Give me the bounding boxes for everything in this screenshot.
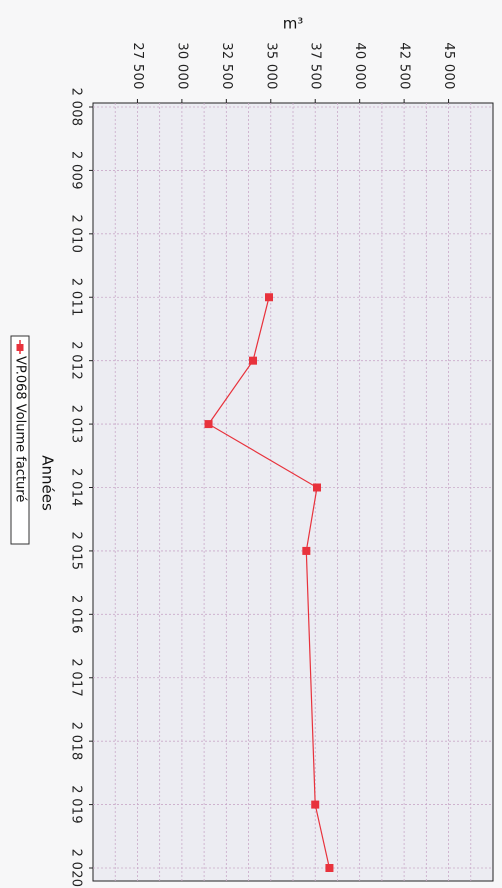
legend-series-name: VP.068 Volume facturé — [13, 356, 28, 502]
legend: VP.068 Volume facturé — [10, 335, 30, 545]
x-tick-label: 2 016 — [69, 595, 84, 634]
x-axis-title: Années — [39, 455, 57, 511]
series-group — [204, 293, 334, 872]
x-tick-label: 2 015 — [69, 532, 84, 571]
data-point — [249, 356, 257, 365]
x-tick-label: 2 012 — [69, 341, 84, 380]
x-tick-label: 2 008 — [69, 88, 84, 127]
data-point — [204, 420, 213, 429]
y-tick-label: 35 000 — [263, 42, 278, 89]
x-tick-label: 2 010 — [69, 214, 84, 253]
grid — [93, 103, 493, 881]
data-point — [302, 546, 311, 555]
legend-box — [10, 335, 30, 545]
x-axis-ticks: 2 008 2 009 2 010 2 011 2 012 2 013 2 014 2 015… — [69, 88, 93, 888]
data-point — [313, 483, 321, 492]
data-point — [265, 293, 273, 302]
x-tick-label: 2 014 — [69, 468, 84, 507]
data-point — [325, 864, 334, 872]
x-tick-label: 2 013 — [69, 405, 84, 444]
y-tick-label: 32 500 — [219, 42, 234, 89]
y-tick-label: 30 000 — [174, 42, 189, 89]
y-axis-ticks: 27 500 30 000 32 500 35 000 37 500 40 000 42 5… — [130, 42, 456, 103]
legend-marker-swatch — [16, 344, 24, 351]
y-axis-title: m³ — [283, 15, 304, 33]
x-tick-label: 2 011 — [69, 278, 84, 317]
y-tick-label: 37 500 — [308, 42, 323, 89]
y-tick-label: 42 500 — [397, 42, 412, 89]
y-tick-label: 27 500 — [130, 42, 145, 89]
y-tick-label: 45 000 — [441, 42, 456, 89]
x-tick-label: 2 018 — [69, 722, 84, 761]
y-tick-label: 40 000 — [352, 42, 367, 89]
x-tick-label: 2 020 — [69, 849, 84, 888]
x-tick-label: 2 019 — [69, 785, 84, 824]
x-tick-label: 2 009 — [69, 151, 84, 190]
x-tick-label: 2 017 — [69, 658, 84, 697]
data-point — [311, 800, 320, 809]
